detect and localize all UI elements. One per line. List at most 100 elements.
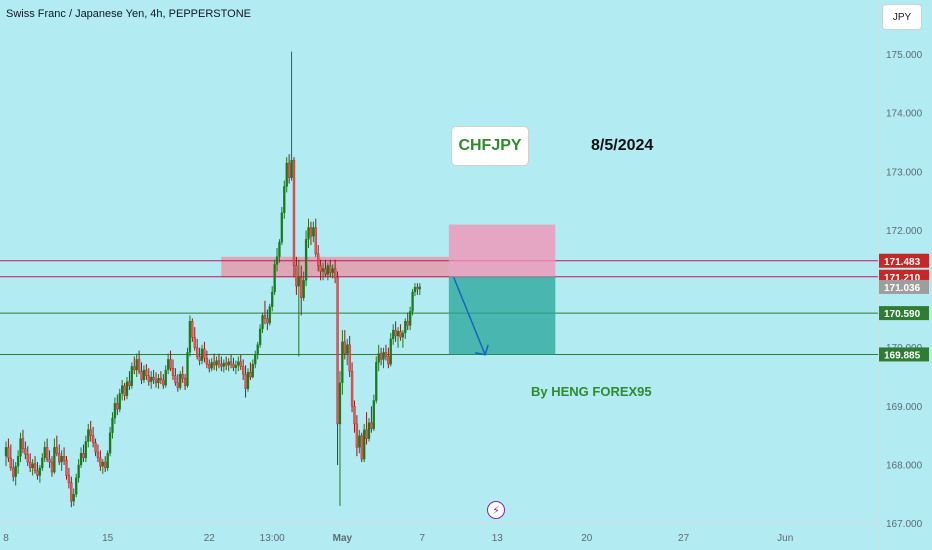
candle[interactable] <box>179 373 182 388</box>
candle[interactable] <box>222 362 225 367</box>
candle[interactable] <box>99 457 102 467</box>
candle[interactable] <box>246 372 250 389</box>
candle[interactable] <box>140 371 143 381</box>
candle[interactable] <box>287 162 291 178</box>
candle[interactable] <box>280 212 284 243</box>
candle[interactable] <box>217 360 221 365</box>
candle[interactable] <box>123 385 126 396</box>
candle[interactable] <box>70 482 73 502</box>
candle[interactable] <box>193 337 196 348</box>
stop-loss-box[interactable] <box>448 224 556 277</box>
candle[interactable] <box>16 456 20 467</box>
candle[interactable] <box>227 361 230 366</box>
candle[interactable] <box>31 463 34 469</box>
candle[interactable] <box>382 352 385 360</box>
short-position-tool[interactable] <box>448 224 556 355</box>
candle[interactable] <box>285 162 288 187</box>
candle[interactable] <box>36 470 39 476</box>
candle[interactable] <box>82 453 85 459</box>
candle[interactable] <box>58 453 61 463</box>
trend-arrow[interactable] <box>453 277 489 356</box>
candle[interactable] <box>317 253 320 266</box>
candle[interactable] <box>338 382 342 425</box>
candle[interactable] <box>67 475 71 483</box>
candle[interactable] <box>198 356 201 361</box>
candle[interactable] <box>234 365 238 368</box>
candle[interactable] <box>389 338 392 365</box>
arrow-head[interactable] <box>475 344 489 356</box>
candle[interactable] <box>363 429 366 460</box>
candle[interactable] <box>9 457 12 469</box>
candle[interactable] <box>326 265 330 275</box>
candle[interactable] <box>358 435 361 448</box>
date-label[interactable]: 8/5/2024 <box>591 137 654 154</box>
candle[interactable] <box>331 268 334 273</box>
candle[interactable] <box>387 356 390 365</box>
candle[interactable] <box>379 353 383 360</box>
candle[interactable] <box>21 438 25 449</box>
author-label[interactable]: By HENG FOREX95 <box>531 384 652 399</box>
candle[interactable] <box>304 239 308 281</box>
candle[interactable] <box>396 331 400 337</box>
candle[interactable] <box>266 318 269 324</box>
price-tag[interactable] <box>879 253 929 268</box>
candle[interactable] <box>157 378 160 384</box>
candle[interactable] <box>72 494 75 502</box>
candle[interactable] <box>300 277 303 299</box>
candle[interactable] <box>89 429 92 436</box>
candle[interactable] <box>394 329 397 337</box>
candle[interactable] <box>43 447 46 459</box>
candle[interactable] <box>152 376 155 381</box>
candle[interactable] <box>249 372 252 378</box>
candle[interactable] <box>278 242 281 257</box>
candles[interactable] <box>4 51 421 508</box>
candle[interactable] <box>154 379 158 384</box>
candle[interactable] <box>350 371 354 407</box>
candle[interactable] <box>41 457 44 469</box>
candle[interactable] <box>142 369 146 381</box>
candle[interactable] <box>263 315 267 319</box>
candle[interactable] <box>174 375 177 384</box>
candle[interactable] <box>171 368 175 377</box>
candle[interactable] <box>275 256 279 265</box>
candle[interactable] <box>324 268 327 275</box>
candle[interactable] <box>45 447 49 460</box>
take-profit-box[interactable] <box>448 276 556 355</box>
candle[interactable] <box>220 363 223 367</box>
candle[interactable] <box>4 447 8 457</box>
candle[interactable] <box>135 359 138 371</box>
candle[interactable] <box>19 438 22 457</box>
candle[interactable] <box>295 265 298 287</box>
candle[interactable] <box>130 366 133 386</box>
candle[interactable] <box>343 341 346 354</box>
candle[interactable] <box>360 435 363 460</box>
price-tag[interactable] <box>879 306 929 321</box>
candle[interactable] <box>384 352 388 357</box>
candle[interactable] <box>271 291 274 307</box>
candle[interactable] <box>60 456 63 463</box>
candle[interactable] <box>375 362 378 401</box>
candle[interactable] <box>261 315 264 330</box>
candle[interactable] <box>84 441 88 459</box>
candle[interactable] <box>176 382 179 388</box>
candle[interactable] <box>106 453 109 469</box>
candle[interactable] <box>137 359 141 372</box>
candle[interactable] <box>416 287 419 290</box>
candle[interactable] <box>411 291 414 312</box>
candle[interactable] <box>239 361 242 367</box>
candle[interactable] <box>370 422 373 429</box>
candle[interactable] <box>367 422 371 439</box>
currency-button[interactable]: JPY <box>882 4 922 30</box>
price-axis[interactable]: 167.000168.000169.000170.000171.000172.0… <box>879 50 929 530</box>
price-tag[interactable] <box>879 279 929 294</box>
candle[interactable] <box>203 348 206 359</box>
candle[interactable] <box>169 359 172 369</box>
candle[interactable] <box>225 362 228 366</box>
candle[interactable] <box>75 477 78 495</box>
candle[interactable] <box>212 362 216 366</box>
candle[interactable] <box>133 366 136 371</box>
candle[interactable] <box>205 358 209 365</box>
candle[interactable] <box>186 352 189 386</box>
candle[interactable] <box>408 311 412 326</box>
time-axis[interactable]: 8 15 22 13:00 May 7 13 20 27 Jun <box>3 533 793 544</box>
